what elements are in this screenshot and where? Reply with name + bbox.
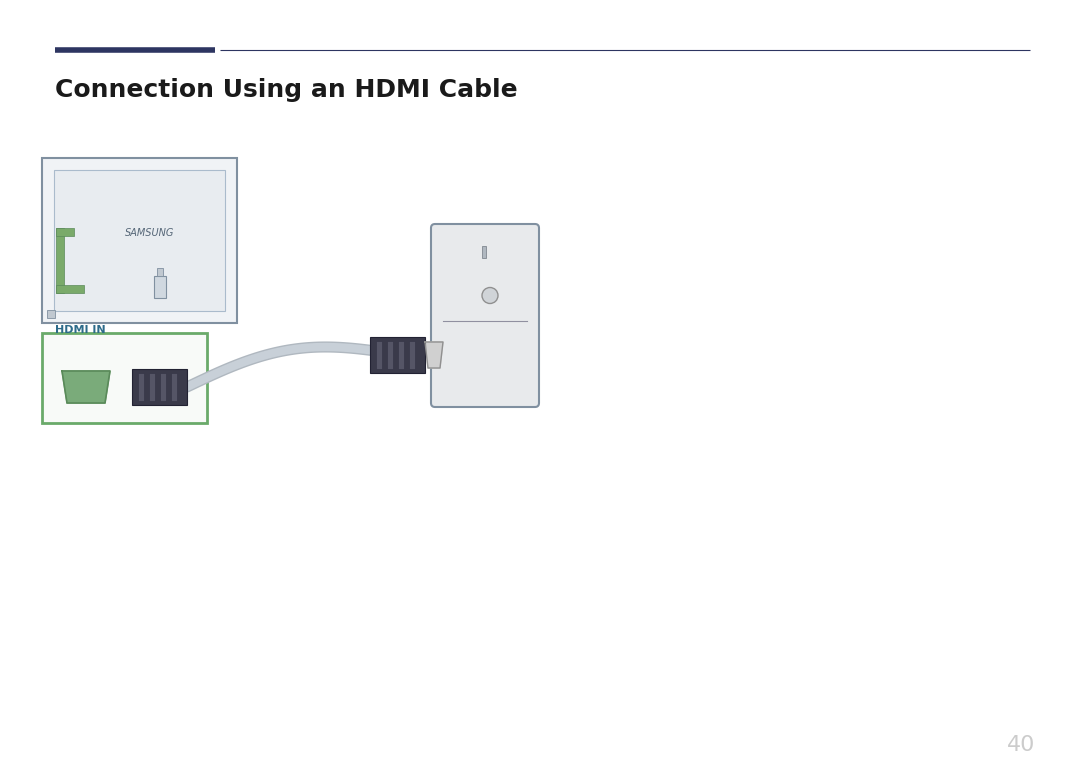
FancyBboxPatch shape: [431, 224, 539, 407]
Bar: [171, 373, 177, 401]
Bar: [56, 228, 75, 236]
Text: Connection Using an HDMI Cable: Connection Using an HDMI Cable: [55, 78, 517, 102]
FancyBboxPatch shape: [54, 170, 225, 311]
Text: SAMSUNG: SAMSUNG: [125, 227, 174, 237]
Bar: [157, 268, 163, 276]
Bar: [376, 341, 382, 369]
Bar: [132, 369, 187, 405]
Bar: [370, 337, 426, 373]
FancyBboxPatch shape: [42, 158, 237, 323]
Circle shape: [482, 288, 498, 304]
Bar: [56, 285, 84, 293]
Bar: [56, 228, 64, 293]
Bar: [160, 373, 166, 401]
Bar: [399, 341, 404, 369]
Bar: [482, 246, 486, 258]
FancyBboxPatch shape: [42, 333, 207, 423]
Text: 40: 40: [1007, 735, 1035, 755]
Bar: [409, 341, 415, 369]
Bar: [138, 373, 144, 401]
Bar: [48, 310, 55, 318]
Text: HDMI IN: HDMI IN: [55, 325, 106, 335]
Bar: [387, 341, 393, 369]
Polygon shape: [426, 342, 443, 368]
Polygon shape: [62, 371, 110, 403]
Bar: [149, 373, 156, 401]
Bar: [154, 276, 166, 298]
